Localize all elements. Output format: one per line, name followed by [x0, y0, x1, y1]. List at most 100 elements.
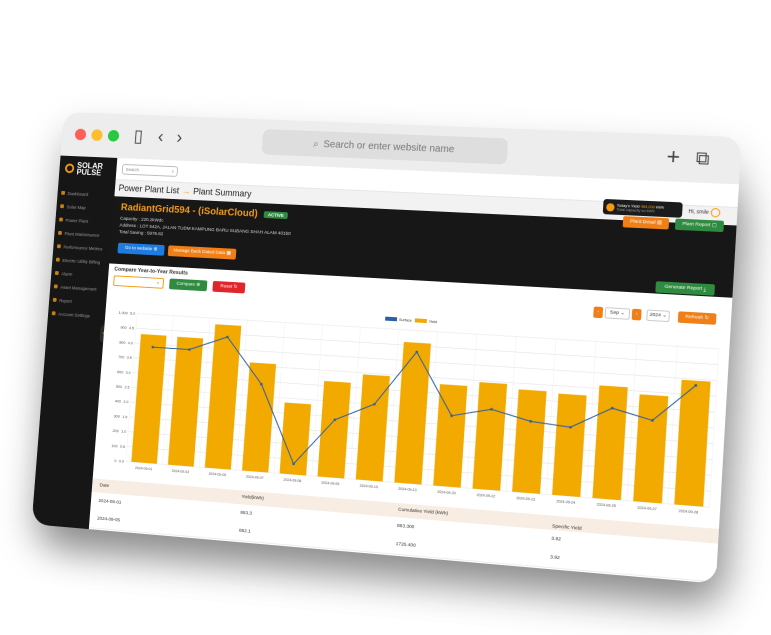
y-tick-label: 300	[114, 413, 121, 418]
bar[interactable]	[242, 362, 277, 473]
sidebar-item-label: Plant Maintenance	[64, 230, 100, 238]
calendar-icon: ▦	[226, 251, 231, 257]
todays-yield-text: Today's Yield 484,000 kWh Total capacity…	[616, 203, 664, 213]
month-select[interactable]: Sep ⌄	[604, 307, 631, 320]
zoom-window-button[interactable]	[107, 129, 120, 142]
y-tick-label: 200	[112, 428, 119, 433]
x-tick-label: 2024-09-27	[637, 506, 657, 512]
chevron-down-icon: ⌄	[662, 313, 667, 319]
bar[interactable]	[167, 336, 204, 467]
todays-yield-widget: Today's Yield 484,000 kWh Total capacity…	[602, 198, 683, 218]
cell-cumulative: 1725.400	[395, 542, 416, 549]
search-icon: ⌕	[312, 138, 319, 150]
compare-label: Compare	[176, 281, 196, 288]
y2-tick-label: 0.5	[120, 443, 126, 448]
sidebar-item-label: Report	[59, 297, 73, 304]
power-icon	[64, 163, 75, 174]
nav-icon	[54, 271, 59, 276]
sidebar-item-label: Account Settings	[58, 311, 91, 318]
forward-icon[interactable]: ›	[175, 127, 183, 148]
document-icon: ▤	[656, 220, 662, 227]
sidebar-item-label: Performance Metrics	[63, 244, 103, 251]
plant-detail-button[interactable]: Plant Detail ▤	[622, 216, 670, 230]
nav-icon	[59, 217, 63, 222]
search-input[interactable]: Search ⌕	[121, 163, 179, 177]
legend-label-yield: Yield	[429, 320, 438, 325]
nav-icon	[58, 230, 62, 235]
new-tab-icon[interactable]: +	[665, 143, 681, 170]
y-tick-label: 100	[111, 443, 118, 448]
x-tick-label: 2024-09-23	[516, 496, 535, 502]
address-bar[interactable]: ⌕ Search or enter website name	[261, 129, 509, 165]
chevron-down-icon: ⌄	[155, 279, 161, 286]
y2-tick-label: 0.0	[119, 458, 125, 463]
refresh-button[interactable]: Refresh ↻	[677, 311, 717, 325]
plant-total-saving: Total Saving : 5976.82	[118, 230, 164, 238]
manage-back-dated-data-button[interactable]: Manage Back Dated Data ▦	[167, 245, 237, 260]
chevron-left-icon: ‹	[597, 309, 600, 315]
breadcrumb-parent[interactable]: Power Plant List	[118, 183, 180, 196]
bar[interactable]	[552, 393, 587, 498]
bar[interactable]	[512, 389, 547, 494]
reset-icon: ↻	[233, 285, 238, 291]
y2-tick-label: 4.5	[129, 325, 135, 330]
bar[interactable]	[472, 382, 508, 491]
year-dropdown[interactable]: 2024 ⌄	[646, 309, 670, 323]
bar[interactable]	[131, 334, 167, 464]
cell-cumulative: 863.300	[396, 523, 415, 531]
sun-icon	[606, 202, 615, 212]
minimize-window-button[interactable]	[91, 129, 103, 142]
x-tick-label: 2024-09-24	[556, 499, 575, 505]
logo-line2: PULSE	[76, 167, 102, 178]
tabs-icon[interactable]: ⧉	[695, 147, 711, 169]
bar[interactable]	[394, 341, 431, 485]
y2-tick-label: 1.0	[121, 429, 127, 434]
reset-button[interactable]: Reset ↻	[212, 280, 246, 294]
year-select[interactable]: ⌄	[113, 275, 165, 289]
x-tick-label: 2024-09-13	[398, 487, 417, 493]
generate-report-label: Generate Report	[664, 284, 703, 292]
refresh-label: Refresh	[685, 314, 704, 321]
y-tick-label: 700	[118, 354, 125, 359]
go-to-website-button[interactable]: Go to website ⊕	[117, 242, 165, 256]
sidebar-icon[interactable]: ▯	[133, 126, 144, 146]
back-icon[interactable]: ‹	[157, 127, 165, 147]
logo: SOLAR PULSE	[64, 161, 103, 178]
breadcrumb-current: Plant Summary	[192, 186, 252, 199]
nav-icon	[60, 204, 65, 209]
bar[interactable]	[204, 324, 242, 470]
bar[interactable]	[317, 380, 351, 479]
bar[interactable]	[279, 402, 312, 476]
legend-label-surface: Surface	[399, 318, 412, 323]
todays-yield-unit: kWh	[656, 204, 665, 210]
compare-panel: Compare Year-to-Year Results ⌄ Compare ⊕…	[88, 263, 733, 584]
bar[interactable]	[633, 394, 669, 504]
plant-capacity: Capacity : 220.2kWdc	[119, 216, 164, 224]
sidebar-item-account-settings[interactable]: Account Settings	[51, 306, 105, 323]
refresh-icon: ↻	[704, 315, 709, 322]
y-tick-label: 500	[116, 384, 123, 389]
cell-yield: 862.1	[238, 528, 251, 535]
bar[interactable]	[592, 385, 628, 501]
user-greeting[interactable]: Hi, smile	[688, 207, 721, 218]
y-tick-label: 900	[120, 325, 127, 330]
compare-button[interactable]: Compare ⊕	[168, 278, 208, 292]
y-tick-label: 600	[117, 369, 124, 374]
plant-report-button[interactable]: Plant Report ▢	[674, 218, 725, 233]
chevron-right-icon: ›	[635, 311, 638, 318]
header-cumulative-yield: Cumulative Yield (kWh)	[397, 507, 449, 517]
next-month-button[interactable]: ›	[631, 308, 642, 321]
bar[interactable]	[355, 374, 390, 482]
close-window-button[interactable]	[74, 128, 87, 141]
y-tick-label: 800	[119, 339, 126, 344]
prev-month-button[interactable]: ‹	[593, 306, 604, 319]
cell-date: 2024-09-01	[98, 498, 122, 506]
line-point[interactable]	[373, 402, 376, 406]
manage-back-data-label: Manage Back Dated Data	[173, 248, 226, 257]
download-icon: ⤓	[703, 287, 706, 293]
chevron-down-icon: ⌄	[620, 311, 625, 317]
bar[interactable]	[433, 384, 468, 488]
globe-icon: ⊕	[153, 247, 158, 253]
y-tick-label: 0	[114, 458, 116, 463]
main-content: Search ⌕ Power Plant List → Plant Summary …	[88, 157, 739, 584]
